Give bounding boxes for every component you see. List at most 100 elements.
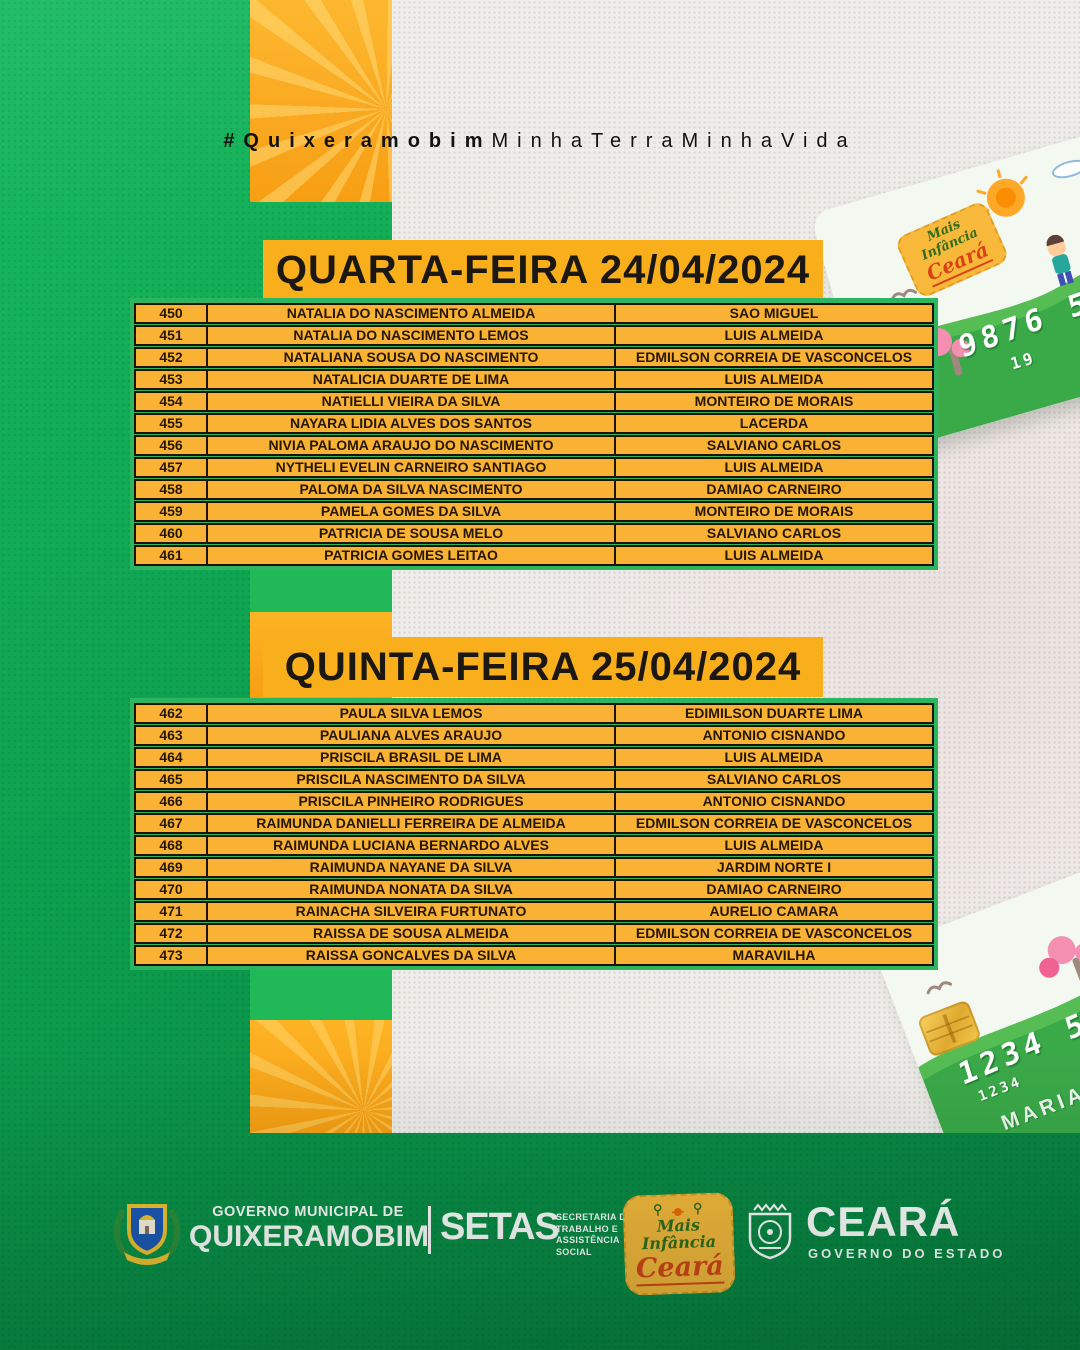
hashtag-line: #QuixeramobimMinhaTerraMinhaVida: [0, 130, 1080, 153]
footer-agency-subtitle: SECRETARIA DO TRABALHO E ASSISTÊNCIA SOC…: [556, 1212, 634, 1258]
row-number: 473: [136, 947, 208, 964]
quixeramobim-coat-of-arms-icon: [114, 1204, 180, 1265]
row-number: 463: [136, 727, 208, 744]
table-row: 458 PALOMA DA SILVA NASCIMENTO DAMIAO CA…: [134, 479, 934, 500]
row-number: 456: [136, 437, 208, 454]
row-number: 450: [136, 305, 208, 322]
footer-governo-municipal-label: GOVERNO MUNICIPAL DE: [212, 1204, 404, 1220]
row-number: 467: [136, 815, 208, 832]
row-person-name: NYTHELI EVELIN CARNEIRO SANTIAGO: [208, 459, 616, 476]
row-person-name: NIVIA PALOMA ARAUJO DO NASCIMENTO: [208, 437, 616, 454]
row-number: 452: [136, 349, 208, 366]
footer-state-name: CEARÁ: [806, 1198, 961, 1245]
row-locality: LACERDA: [739, 415, 809, 431]
row-locality: ANTONIO CISNANDO: [702, 727, 846, 743]
hashtag-bold: #Quixeramobim: [223, 130, 492, 152]
footer-municipality-name: QUIXERAMOBIM: [189, 1220, 429, 1253]
mais-infancia-ceara-logo: Mais Infância Ceará: [622, 1192, 736, 1296]
stripe-green-mid: [250, 565, 392, 612]
table-row: 469 RAIMUNDA NAYANE DA SILVA JARDIM NORT…: [134, 857, 934, 878]
footer-bar: GOVERNO MUNICIPAL DE QUIXERAMOBIM SETAS …: [0, 1190, 1080, 1320]
row-locality: AURELIO CAMARA: [709, 903, 839, 919]
row-person-name: PAULIANA ALVES ARAUJO: [208, 727, 616, 744]
row-number: 464: [136, 749, 208, 766]
row-person-name: RAIMUNDA NAYANE DA SILVA: [208, 859, 616, 876]
row-locality: MONTEIRO DE MORAIS: [694, 393, 854, 409]
row-person-name: PATRICIA DE SOUSA MELO: [208, 525, 616, 542]
row-person-name: RAINACHA SILVEIRA FURTUNATO: [208, 903, 616, 920]
table-row: 454 NATIELLI VIEIRA DA SILVA MONTEIRO DE…: [134, 391, 934, 412]
table-row: 455 NAYARA LIDIA ALVES DOS SANTOS LACERD…: [134, 413, 934, 434]
table-row: 457 NYTHELI EVELIN CARNEIRO SANTIAGO LUI…: [134, 457, 934, 478]
stripe-sunburst-top: [250, 0, 392, 202]
table-row: 460 PATRICIA DE SOUSA MELO SALVIANO CARL…: [134, 523, 934, 544]
footer-agency-name: SETAS: [440, 1206, 560, 1248]
row-locality: EDMILSON CORREIA DE VASCONCELOS: [635, 925, 913, 941]
pink-tree: [1039, 936, 1080, 983]
table-row: 450 NATALIA DO NASCIMENTO ALMEIDA SAO MI…: [134, 303, 934, 324]
row-number: 454: [136, 393, 208, 410]
row-number: 469: [136, 859, 208, 876]
stripe-green-bottom: [250, 965, 392, 1020]
row-number: 468: [136, 837, 208, 854]
row-person-name: NATALIA DO NASCIMENTO LEMOS: [208, 327, 616, 344]
row-number: 466: [136, 793, 208, 810]
row-number: 461: [136, 547, 208, 564]
row-number: 459: [136, 503, 208, 520]
card-decoration-layer: Mais Infância Ceará 18 9876 5421 19 RA: [0, 0, 1080, 1133]
row-number: 470: [136, 881, 208, 898]
table-row: 463 PAULIANA ALVES ARAUJO ANTONIO CISNAN…: [134, 725, 934, 746]
day-header-quarta: QUARTA-FEIRA 24/04/2024: [263, 240, 823, 300]
badge-doodles-icon: [652, 1202, 704, 1217]
row-person-name: PRISCILA PINHEIRO RODRIGUES: [208, 793, 616, 810]
table-row: 461 PATRICIA GOMES LEITAO LUIS ALMEIDA: [134, 545, 934, 566]
table-row: 466 PRISCILA PINHEIRO RODRIGUES ANTONIO …: [134, 791, 934, 812]
row-person-name: RAIMUNDA NONATA DA SILVA: [208, 881, 616, 898]
row-person-name: RAISSA DE SOUSA ALMEIDA: [208, 925, 616, 942]
row-locality: SALVIANO CARLOS: [706, 525, 842, 541]
row-number: 451: [136, 327, 208, 344]
row-number: 453: [136, 371, 208, 388]
row-locality: DAMIAO CARNEIRO: [706, 881, 842, 897]
row-locality: LUIS ALMEIDA: [724, 547, 824, 563]
table-row: 465 PRISCILA NASCIMENTO DA SILVA SALVIAN…: [134, 769, 934, 790]
row-person-name: NATALIANA SOUSA DO NASCIMENTO: [208, 349, 616, 366]
table-row: 467 RAIMUNDA DANIELLI FERREIRA DE ALMEID…: [134, 813, 934, 834]
row-person-name: RAIMUNDA DANIELLI FERREIRA DE ALMEIDA: [208, 815, 616, 832]
table-row: 462 PAULA SILVA LEMOS EDIMILSON DUARTE L…: [134, 703, 934, 724]
program-line2: Ceará: [635, 1250, 725, 1287]
table-row: 468 RAIMUNDA LUCIANA BERNARDO ALVES LUIS…: [134, 835, 934, 856]
row-person-name: PRISCILA NASCIMENTO DA SILVA: [208, 771, 616, 788]
table-row: 452 NATALIANA SOUSA DO NASCIMENTO EDMILS…: [134, 347, 934, 368]
row-number: 462: [136, 705, 208, 722]
table-quarta: 450 NATALIA DO NASCIMENTO ALMEIDA SAO MI…: [130, 298, 938, 570]
table-row: 472 RAISSA DE SOUSA ALMEIDA EDMILSON COR…: [134, 923, 934, 944]
ceara-coat-of-arms-icon: [748, 1203, 792, 1260]
row-number: 455: [136, 415, 208, 432]
row-person-name: PALOMA DA SILVA NASCIMENTO: [208, 481, 616, 498]
row-locality: LUIS ALMEIDA: [724, 749, 824, 765]
program-line1: Mais Infância: [641, 1215, 717, 1254]
table-row: 453 NATALICIA DUARTE DE LIMA LUIS ALMEID…: [134, 369, 934, 390]
row-number: 472: [136, 925, 208, 942]
table-row: 456 NIVIA PALOMA ARAUJO DO NASCIMENTO SA…: [134, 435, 934, 456]
footer-state-subtitle: GOVERNO DO ESTADO: [808, 1246, 1006, 1261]
row-locality: LUIS ALMEIDA: [724, 371, 824, 387]
row-locality: EDIMILSON DUARTE LIMA: [684, 705, 864, 721]
row-locality: MARAVILHA: [732, 947, 816, 963]
hashtag-rest: MinhaTerraMinhaVida: [491, 130, 857, 152]
row-number: 465: [136, 771, 208, 788]
table-row: 473 RAISSA GONCALVES DA SILVA MARAVILHA: [134, 945, 934, 966]
table-row: 459 PAMELA GOMES DA SILVA MONTEIRO DE MO…: [134, 501, 934, 522]
row-locality: LUIS ALMEIDA: [724, 327, 824, 343]
table-quinta: 462 PAULA SILVA LEMOS EDIMILSON DUARTE L…: [130, 698, 938, 970]
row-person-name: NATIELLI VIEIRA DA SILVA: [208, 393, 616, 410]
row-number: 460: [136, 525, 208, 542]
kid-boy: [1046, 234, 1074, 287]
row-person-name: NAYARA LIDIA ALVES DOS SANTOS: [208, 415, 616, 432]
row-locality: EDMILSON CORREIA DE VASCONCELOS: [635, 815, 913, 831]
table-row: 464 PRISCILA BRASIL DE LIMA LUIS ALMEIDA: [134, 747, 934, 768]
day-header-quinta: QUINTA-FEIRA 25/04/2024: [263, 637, 823, 697]
row-locality: EDMILSON CORREIA DE VASCONCELOS: [635, 349, 913, 365]
row-locality: ANTONIO CISNANDO: [702, 793, 846, 809]
